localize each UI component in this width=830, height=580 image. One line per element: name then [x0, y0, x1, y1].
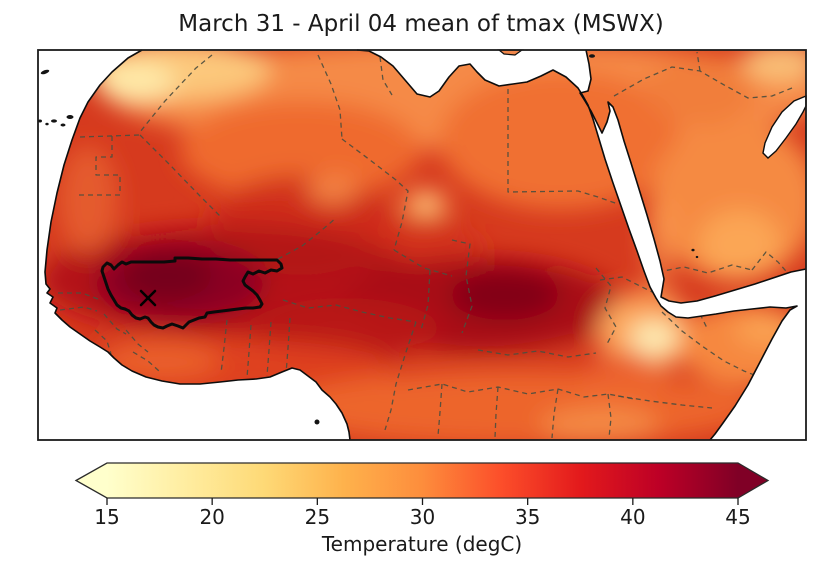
highlighted-region-outline: [100, 256, 284, 330]
canary-island: [66, 115, 74, 119]
cyprus-island: [589, 54, 595, 58]
colorbar-gradient-bar: [74, 462, 770, 499]
persian-gulf: [762, 94, 807, 159]
colorbar-tick-label: 40: [620, 505, 645, 529]
figure-title: March 31 - April 04 mean of tmax (MSWX): [178, 11, 663, 37]
canary-island: [45, 122, 49, 126]
map-frame: [37, 49, 807, 441]
colorbar-tick-label: 20: [199, 505, 224, 529]
coastlines: [44, 49, 807, 441]
colorbar-tick-label: 35: [515, 505, 540, 529]
x-marker: [139, 289, 157, 307]
temperature-field: [45, 50, 806, 440]
colorbar-tick-label: 25: [305, 505, 330, 529]
colorbar-label: Temperature (degC): [321, 532, 522, 556]
canary-island: [38, 119, 42, 123]
map-panel: [37, 49, 807, 441]
colorbar-ticks: 15 20 25 30 35 40 45: [94, 498, 751, 529]
colorbar-tick-label: 15: [94, 505, 119, 529]
country-borders-dashed: [58, 51, 793, 439]
colorbar-tick-label: 30: [410, 505, 435, 529]
red-sea-islet: [695, 255, 699, 259]
red-sea-islet: [691, 248, 695, 252]
canary-island: [51, 119, 57, 123]
bioko-island: [314, 419, 320, 425]
canary-island: [60, 123, 66, 127]
colorbar-tick-label: 45: [725, 505, 750, 529]
madeira-island: [40, 69, 50, 75]
colorbar: 15 20 25 30 35 40 45 Temperature (degC): [74, 462, 770, 556]
